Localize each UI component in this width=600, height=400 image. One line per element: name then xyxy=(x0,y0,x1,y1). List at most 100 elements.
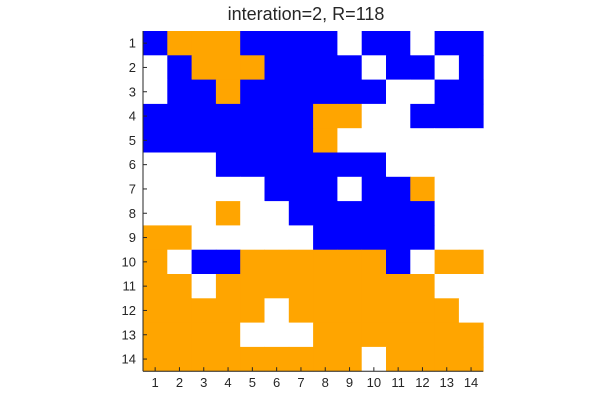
heatmap-cell xyxy=(143,249,168,275)
heatmap-cell xyxy=(313,298,338,323)
heatmap-cell xyxy=(143,103,168,129)
heatmap-cell xyxy=(167,31,192,56)
heatmap-cell xyxy=(240,79,265,105)
heatmap-cell xyxy=(191,225,217,251)
heatmap-cell xyxy=(143,128,168,153)
heatmap-cell xyxy=(434,249,460,275)
heatmap-cell xyxy=(264,152,290,178)
heatmap-cell xyxy=(361,249,387,275)
y-tick-label: 2 xyxy=(129,60,136,75)
heatmap-cell xyxy=(191,55,217,80)
heatmap-cell xyxy=(410,249,435,275)
heatmap-cell xyxy=(337,128,363,153)
heatmap-cell xyxy=(288,225,314,251)
heatmap-cell xyxy=(386,31,411,56)
heatmap-cell xyxy=(458,79,484,105)
heatmap-cell xyxy=(361,201,387,226)
x-tick-label: 13 xyxy=(440,375,454,390)
heatmap-cell xyxy=(240,55,265,80)
heatmap-cell xyxy=(264,274,290,299)
heatmap-cell xyxy=(167,103,192,129)
heatmap-cell xyxy=(434,79,460,105)
heatmap-cell xyxy=(167,274,192,299)
heatmap-cell xyxy=(143,201,168,226)
heatmap-cell xyxy=(215,201,241,226)
heatmap-cell xyxy=(215,225,241,251)
heatmap-cell xyxy=(288,79,314,105)
heatmap-cell xyxy=(240,103,265,129)
heatmap-cell xyxy=(191,322,217,348)
heatmap-cell xyxy=(434,201,460,226)
heatmap-cell xyxy=(240,274,265,299)
heatmap-cell xyxy=(167,128,192,153)
heatmap-cell xyxy=(143,152,168,178)
y-tick-label: 4 xyxy=(129,109,136,124)
heatmap-cell xyxy=(288,249,314,275)
heatmap-cell xyxy=(458,225,484,251)
heatmap-cell xyxy=(337,274,363,299)
heatmap-cell xyxy=(313,176,338,202)
heatmap-cell xyxy=(410,128,435,153)
heatmap-cell xyxy=(264,128,290,153)
heatmap-cell xyxy=(361,31,387,56)
x-tick-label: 3 xyxy=(200,375,207,390)
heatmap-cell xyxy=(410,274,435,299)
heatmap-cell xyxy=(191,79,217,105)
heatmap-cell xyxy=(313,55,338,80)
heatmap-cell xyxy=(361,128,387,153)
heatmap-cell xyxy=(386,249,411,275)
heatmap-cell xyxy=(458,201,484,226)
x-tick-label: 10 xyxy=(367,375,381,390)
heatmap-cell xyxy=(410,55,435,80)
x-tick-label: 5 xyxy=(249,375,256,390)
heatmap-cell xyxy=(240,152,265,178)
heatmap-cell xyxy=(264,225,290,251)
heatmap-cell xyxy=(215,298,241,323)
heatmap-cell xyxy=(288,31,314,56)
heatmap-cell xyxy=(386,79,411,105)
x-tick-label: 1 xyxy=(152,375,159,390)
heatmap-cell xyxy=(386,152,411,178)
heatmap-cell xyxy=(264,201,290,226)
chart-title: interation=2, R=118 xyxy=(228,4,385,24)
heatmap-cell xyxy=(264,322,290,348)
y-tick-label: 11 xyxy=(123,279,137,294)
heatmap-cell xyxy=(458,152,484,178)
heatmap-cell xyxy=(288,152,314,178)
heatmap-cell xyxy=(143,31,168,56)
heatmap-cell xyxy=(215,128,241,153)
heatmap-cell xyxy=(167,322,192,348)
heatmap-cell xyxy=(386,201,411,226)
y-tick-label: 3 xyxy=(129,84,136,99)
heatmap-cell xyxy=(386,322,411,348)
heatmap-cell xyxy=(361,152,387,178)
heatmap-cell xyxy=(361,274,387,299)
heatmap-cell xyxy=(264,55,290,80)
heatmap-cell xyxy=(361,225,387,251)
heatmap-cell xyxy=(143,55,168,80)
heatmap-cell xyxy=(288,176,314,202)
x-tick-label: 6 xyxy=(273,375,280,390)
x-tick-label: 9 xyxy=(346,375,353,390)
heatmap-cell xyxy=(337,79,363,105)
y-tick-label: 7 xyxy=(129,181,136,196)
y-tick-label: 14 xyxy=(122,352,136,367)
heatmap-cell xyxy=(313,322,338,348)
heatmap-cell xyxy=(337,55,363,80)
heatmap-cell xyxy=(410,152,435,178)
heatmap-cell xyxy=(434,128,460,153)
heatmap-cell xyxy=(264,31,290,56)
heatmap-cell xyxy=(167,298,192,323)
heatmap-cell xyxy=(386,274,411,299)
heatmap-cell xyxy=(313,249,338,275)
heatmap-cell xyxy=(410,79,435,105)
heatmap-cell xyxy=(264,298,290,323)
heatmap-cell xyxy=(191,274,217,299)
heatmap-cell xyxy=(288,128,314,153)
heatmap-cell xyxy=(337,322,363,348)
heatmap-cell xyxy=(337,201,363,226)
heatmap-cell xyxy=(458,31,484,56)
heatmap-cell xyxy=(313,225,338,251)
heatmap-cell xyxy=(264,79,290,105)
heatmap-cell xyxy=(191,103,217,129)
